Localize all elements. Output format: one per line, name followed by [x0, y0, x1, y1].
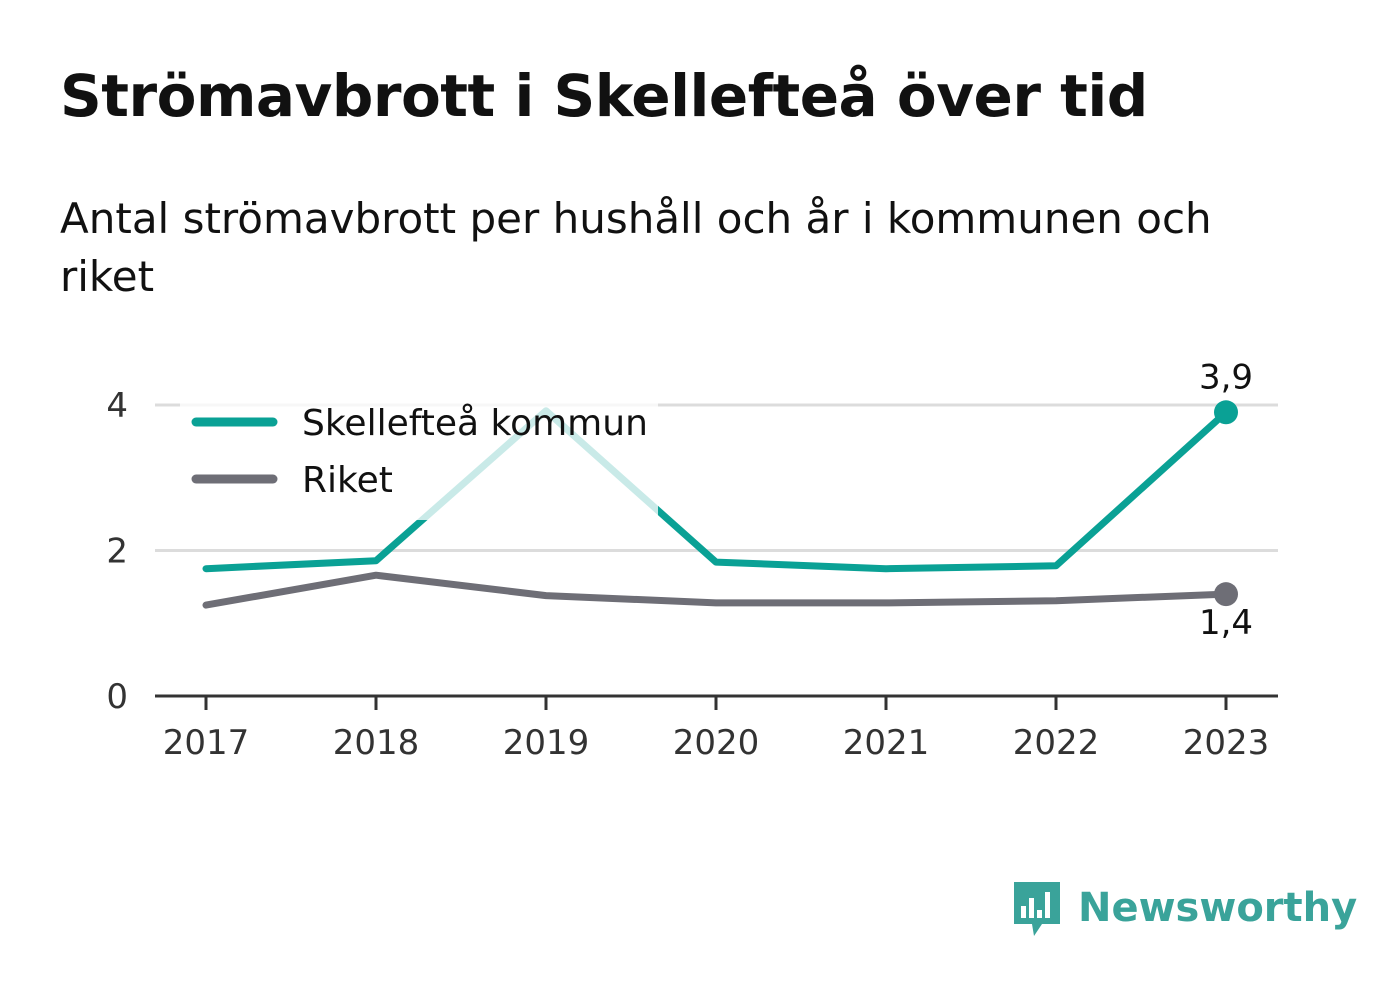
x-tick-label: 2019 — [503, 723, 590, 763]
end-value-label: 1,4 — [1199, 603, 1253, 643]
newsworthy-logo: Newsworthy — [1012, 878, 1357, 938]
end-point — [1214, 400, 1238, 425]
y-tick-label: 2 — [106, 532, 128, 572]
end-value-label: 3,9 — [1199, 357, 1253, 397]
x-tick-label: 2021 — [843, 723, 930, 763]
x-tick-label: 2018 — [333, 723, 420, 763]
legend: Skellefteå kommun Riket — [180, 395, 658, 520]
chart-title: Strömavbrott i Skellefteå över tid — [60, 62, 1148, 130]
logo-text: Newsworthy — [1078, 885, 1358, 931]
x-tick-label: 2023 — [1183, 723, 1270, 763]
legend-background — [180, 395, 658, 520]
series-line — [202, 571, 1230, 609]
chart-subtitle: Antal strömavbrott per hushåll och år i … — [60, 194, 1212, 301]
y-tick-label: 4 — [106, 386, 128, 426]
x-tick-label: 2020 — [673, 723, 760, 763]
y-tick-label: 0 — [106, 677, 128, 717]
x-axis: 2017 2018 2019 2020 2021 2022 2023 — [155, 694, 1278, 763]
y-axis-ticks: 0 2 4 — [106, 386, 128, 717]
end-point — [1214, 582, 1238, 607]
bar-chart-speech-bubble-icon — [1014, 882, 1060, 936]
end-markers: 3,9 1,4 — [1199, 357, 1253, 643]
series-line — [202, 407, 1230, 573]
x-tick-label: 2022 — [1013, 723, 1100, 763]
x-tick-label: 2017 — [163, 723, 250, 763]
legend-label: Riket — [302, 460, 393, 501]
legend-label: Skellefteå kommun — [302, 403, 648, 444]
series-lines — [202, 407, 1230, 609]
